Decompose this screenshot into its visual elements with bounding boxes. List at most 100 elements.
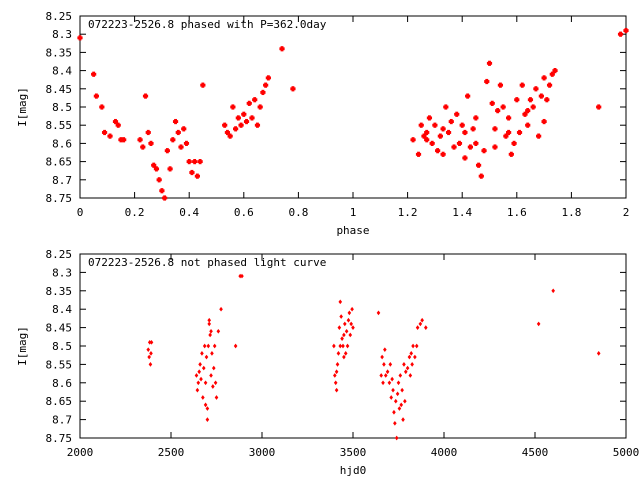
data-point [338,299,343,305]
data-point [186,159,192,165]
data-point [148,140,154,146]
data-point [538,93,544,99]
data-point [216,328,221,334]
data-point [623,27,629,34]
y-tick-label: 8.25 [46,248,73,261]
data-point [388,362,393,367]
data-point [549,71,555,77]
data-point [387,380,392,386]
data-point [437,133,443,139]
data-point [115,122,121,128]
data-point [492,126,498,132]
data-point [492,144,498,150]
data-point [379,373,384,378]
data-point [410,362,414,367]
data-point [336,351,341,356]
data-point [506,129,512,136]
data-point [393,420,397,426]
data-point [243,118,250,125]
data-point [536,133,542,139]
data-point [349,321,353,327]
data-point [495,108,501,114]
data-point [118,137,124,143]
x-tick-label: 0 [77,206,84,219]
data-point [343,321,347,327]
data-point [392,409,396,415]
data-point [407,354,412,360]
x-tick-label: 1.8 [561,206,581,219]
data-point [164,148,170,154]
data-point [440,126,446,132]
data-point [410,137,416,143]
data-point [402,362,406,367]
data-point [233,126,239,132]
data-point [424,137,430,143]
data-point [445,129,452,136]
data-point [552,68,558,74]
data-point [401,417,405,422]
y-tick-label: 8.7 [52,414,72,427]
y-tick-label: 8.65 [46,156,73,169]
data-point [211,384,215,389]
data-point [212,343,217,349]
data-point [342,332,346,338]
data-point [418,321,423,327]
data-point [541,118,547,125]
data-point [175,129,181,136]
data-point [348,332,353,338]
data-point [240,273,244,279]
data-point [233,343,238,349]
data-point [415,151,422,157]
data-point [339,314,343,319]
data-point [426,115,433,121]
data-point [140,144,146,150]
data-point [525,122,531,128]
x-tick-label: 1.4 [452,206,472,219]
data-point [383,347,387,353]
data-point [429,140,435,146]
data-point [486,60,493,66]
data-point [344,328,349,334]
data-point [252,97,258,103]
y-tick-label: 8.4 [52,65,72,78]
y-ticks: 8.25 8.3 8.35 8.4 8.45 8.5 8.55 8.6 8.65 8.7 8.75 [46,10,626,205]
data-point [167,166,173,172]
data-point [207,317,212,323]
data-point [335,362,340,367]
data-point [213,380,218,386]
data-point [376,310,381,316]
data-point [205,406,210,411]
data-point [147,354,151,360]
data-point [462,155,468,161]
data-point [214,395,219,400]
data-point [435,148,441,154]
data-point [382,362,386,367]
y-axis-label: I[mag] [16,87,29,127]
data-point [183,140,190,146]
data-point [465,93,471,99]
data-point [172,118,179,125]
x-tick-label: 0.8 [288,206,308,219]
data-point [265,75,271,81]
data-point [519,82,525,88]
data-point [194,173,200,179]
data-point [405,365,410,371]
data-point [202,343,207,349]
data-point [390,376,394,382]
data-point [380,354,384,360]
data-point [156,177,162,183]
x-ticks: 2000 2500 3000 3500 4000 4500 5000 [67,254,639,459]
data-point [395,391,400,397]
data-point [343,351,348,356]
y-tick-label: 8.55 [46,119,73,132]
data-point [205,417,210,422]
data-point [473,140,479,146]
y-tick-label: 8.5 [52,340,72,353]
data-point [224,129,231,136]
data-point [238,122,244,128]
data-point [551,288,555,294]
y-ticks: 8.25 8.3 8.35 8.4 8.45 8.5 8.55 8.6 8.65 8.7 8.75 [46,248,626,445]
data-point [484,78,490,85]
y-tick-label: 8.3 [52,266,72,279]
